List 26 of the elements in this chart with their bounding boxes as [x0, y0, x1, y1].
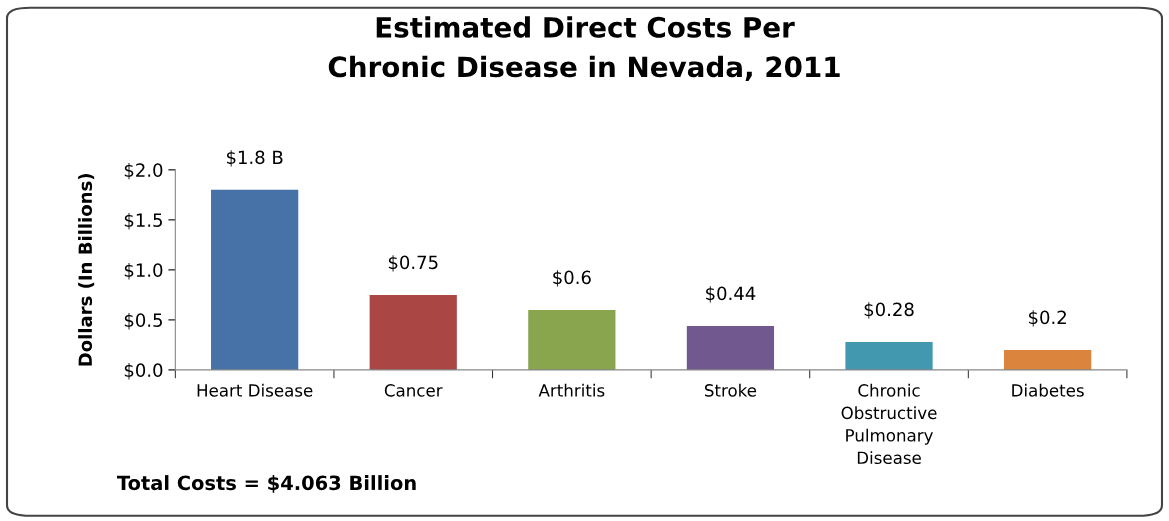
x-tick-label: Stroke: [704, 383, 757, 397]
bar: [211, 189, 299, 370]
y-tick-label: $2.0: [124, 162, 163, 180]
data-label: $0.75: [388, 255, 438, 272]
data-label: $0.2: [1029, 310, 1066, 327]
y-axis-title: Dollars (In Billions): [78, 174, 95, 366]
data-label: $1.8 B: [226, 150, 283, 167]
y-tick-label: $1.0: [124, 263, 163, 280]
data-label: $0.28: [864, 302, 914, 319]
text: Total Costs = $4.063 Billion: [116, 475, 416, 493]
y-tick-label: $1.5: [124, 213, 162, 230]
data-label: $0.44: [706, 286, 756, 303]
bar: [528, 309, 616, 370]
bar: [1004, 349, 1092, 370]
bar: [686, 325, 775, 370]
bar: [845, 341, 933, 370]
y-tick-label: $0.5: [124, 313, 162, 330]
x-tick-label: Chronic Obstructive Pulmonary Disease: [841, 383, 937, 465]
data-label: $0.6: [553, 270, 591, 287]
x-tick-label: Cancer: [384, 384, 443, 397]
x-tick-label: Heart Disease: [197, 383, 313, 397]
x-tick-label: Diabetes: [1012, 383, 1084, 397]
bar: [369, 294, 457, 370]
x-tick-label: Arthritis: [538, 383, 605, 397]
chart-title: Estimated Direct Costs Per Chronic Disease in Nevada, 2011: [328, 16, 840, 81]
y-tick-label: $0.0: [124, 363, 163, 380]
